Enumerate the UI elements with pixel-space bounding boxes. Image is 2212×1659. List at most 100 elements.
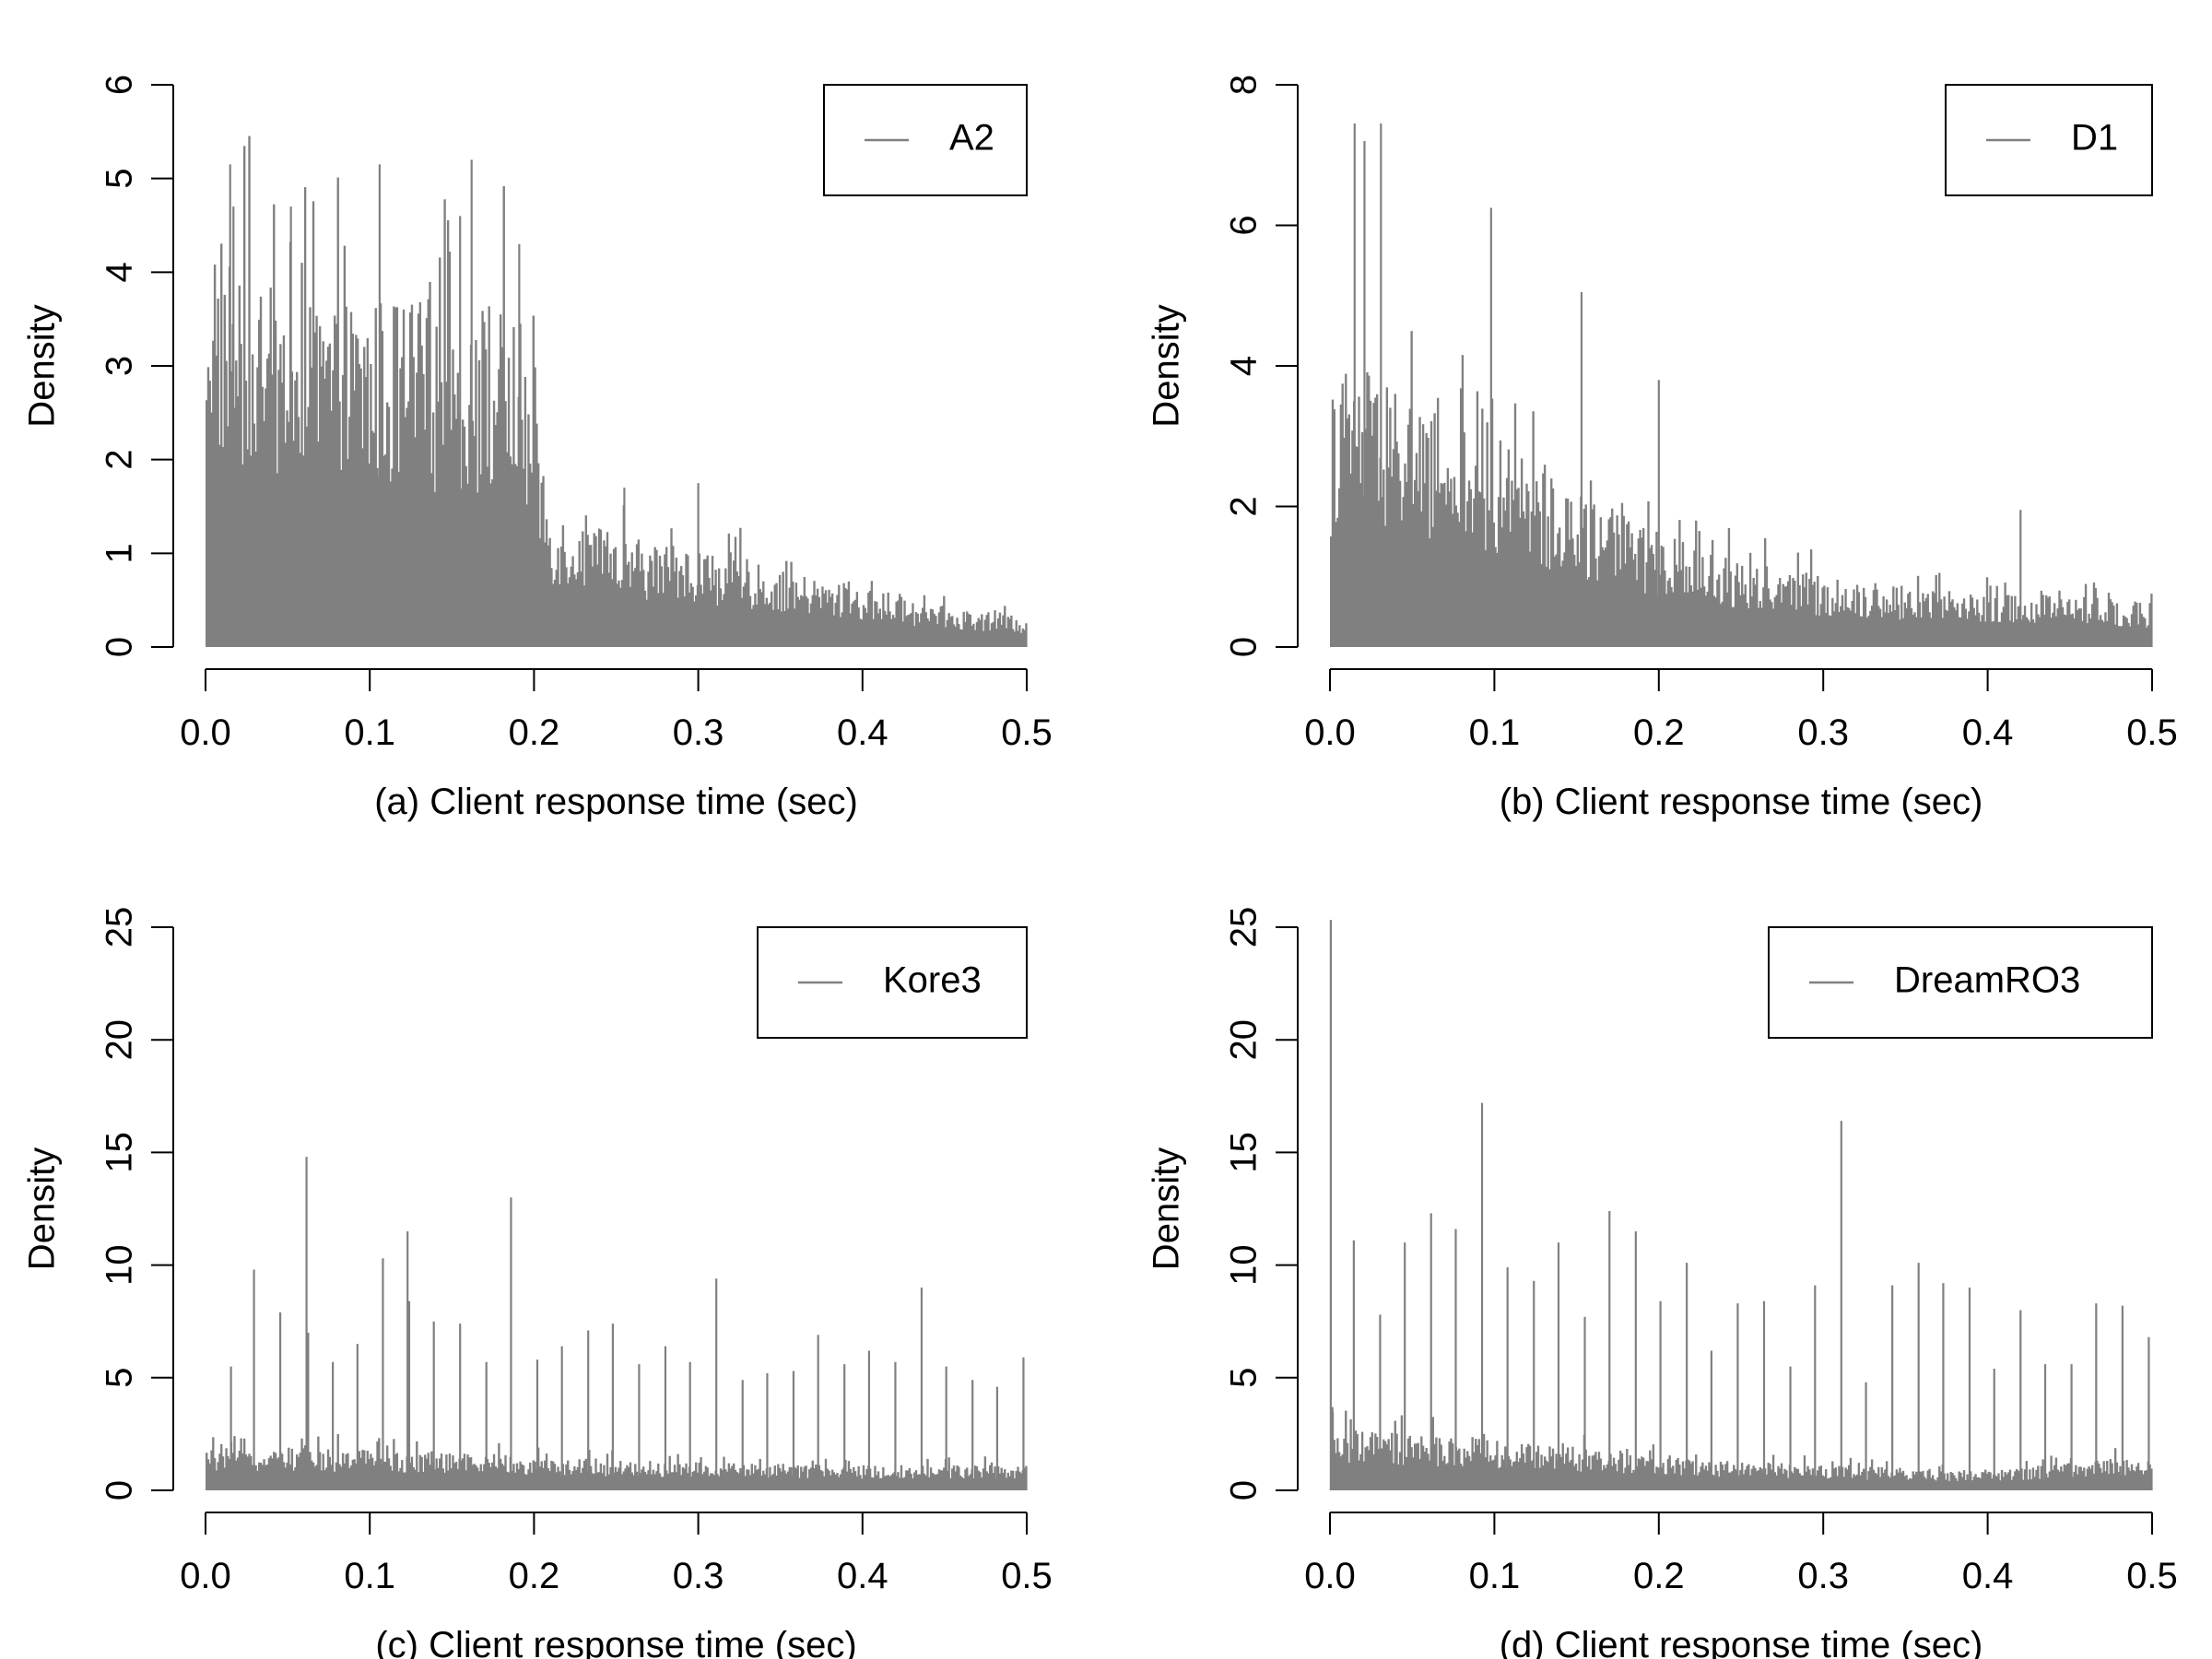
y-axis-label: Density [22, 1147, 63, 1270]
histogram-bar [507, 1472, 511, 1490]
histogram-bar [1467, 1455, 1471, 1490]
histogram-bar [1601, 1470, 1604, 1490]
histogram-bar [2035, 1469, 2038, 1490]
histogram-bar [1005, 628, 1008, 647]
histogram-bar [1711, 539, 1714, 647]
histogram-bar [1499, 1466, 1502, 1490]
histogram-bar [433, 1469, 437, 1490]
histogram-bar [466, 483, 469, 647]
histogram-bar [723, 594, 725, 647]
histogram-bar [1420, 1436, 1423, 1490]
histogram-bar [798, 599, 801, 647]
histogram-bar [1704, 595, 1708, 647]
histogram-bar [972, 623, 975, 647]
histogram-bar [891, 1473, 895, 1490]
histogram-bar [555, 1472, 558, 1490]
histogram-bar [1924, 1477, 1926, 1490]
histogram-bar [1660, 546, 1663, 647]
histogram-bar [1920, 1472, 1923, 1490]
histogram-bar [277, 1457, 280, 1490]
histogram-bar [231, 1453, 234, 1490]
histogram-bar [548, 537, 551, 647]
histogram-bar [1635, 1465, 1639, 1490]
histogram-bar [456, 372, 460, 647]
histogram-bar [1429, 538, 1431, 647]
histogram-bar [1620, 1453, 1624, 1490]
histogram-bar [977, 1470, 980, 1490]
histogram-bar [1864, 596, 1867, 647]
histogram-bar [1760, 607, 1763, 647]
histogram-bar [2050, 618, 2053, 647]
histogram-bar [440, 1453, 443, 1490]
histogram-bar [905, 1470, 908, 1490]
histogram-bar [2061, 1471, 2065, 1490]
histogram-bar [1448, 491, 1451, 647]
histogram-bar [973, 629, 977, 647]
histogram-bar [645, 599, 648, 647]
histogram-bar [1366, 371, 1369, 647]
x-tick-label: 0.5 [2126, 1556, 2178, 1596]
histogram-bar [826, 1468, 829, 1490]
histogram-bar [1673, 538, 1677, 647]
histogram-bar [826, 602, 829, 647]
histogram-bar [1346, 1442, 1349, 1490]
histogram-bar [1000, 624, 1003, 647]
histogram-bar [941, 606, 944, 647]
histogram-bar [292, 441, 295, 647]
histogram-bar [696, 1472, 700, 1490]
histogram-bar [1561, 560, 1564, 647]
histogram-bar [1394, 394, 1396, 647]
histogram-bar [561, 524, 565, 647]
histogram-bar [716, 606, 719, 647]
histogram-bar [504, 401, 507, 647]
histogram-bar [1374, 397, 1377, 647]
histogram-bar [1907, 594, 1910, 647]
histogram-bar [206, 1459, 210, 1490]
histogram-bar [570, 566, 572, 647]
histogram-bar [605, 1476, 607, 1490]
x-tick-label: 0.4 [1962, 712, 2014, 753]
histogram-bar [862, 605, 865, 647]
histogram-bar [2102, 621, 2105, 647]
histogram-bar [479, 1464, 482, 1490]
histogram-bar [1559, 566, 1563, 647]
histogram-bar [1854, 613, 1857, 647]
histogram-bar [885, 1476, 888, 1490]
histogram-bar [303, 1445, 307, 1490]
histogram-bar [605, 546, 607, 647]
histogram-bar [1719, 1461, 1723, 1490]
histogram-bar [616, 1471, 618, 1490]
histogram-bar [1528, 1445, 1532, 1490]
histogram-bar [1867, 616, 1870, 647]
histogram-bar [1535, 481, 1538, 647]
histogram-bar [626, 1465, 629, 1490]
histogram-bar [1747, 1464, 1750, 1490]
histogram-bar [1474, 465, 1477, 647]
histogram-bar [452, 1455, 454, 1490]
histogram-bar [1666, 1458, 1670, 1490]
histogram-bar [414, 437, 417, 647]
histogram-bar [1466, 1451, 1469, 1490]
histogram-bar [1614, 575, 1618, 647]
histogram-bar [1727, 1472, 1731, 1490]
histogram-bar [1525, 483, 1528, 647]
histogram-bar [861, 619, 864, 647]
histogram-bar [1696, 589, 1700, 647]
histogram-bar [641, 553, 643, 647]
histogram-bar [2144, 618, 2147, 647]
histogram-bar [2014, 1471, 2017, 1490]
histogram-bar [1008, 1476, 1011, 1490]
histogram-bar [1869, 1466, 1872, 1490]
histogram-bar [949, 1477, 952, 1490]
histogram-bar [1920, 617, 1923, 647]
histogram-bar [632, 1475, 635, 1490]
histogram-bar [1423, 1452, 1427, 1490]
histogram-bar [2012, 1476, 2015, 1490]
histogram-bar [241, 1453, 244, 1490]
histogram-bar [1842, 1477, 1845, 1490]
histogram-bar [578, 541, 581, 647]
histogram-bar [1926, 594, 1929, 647]
histogram-bar [477, 359, 481, 647]
histogram-bar [553, 580, 557, 647]
histogram-bar [2022, 615, 2025, 647]
